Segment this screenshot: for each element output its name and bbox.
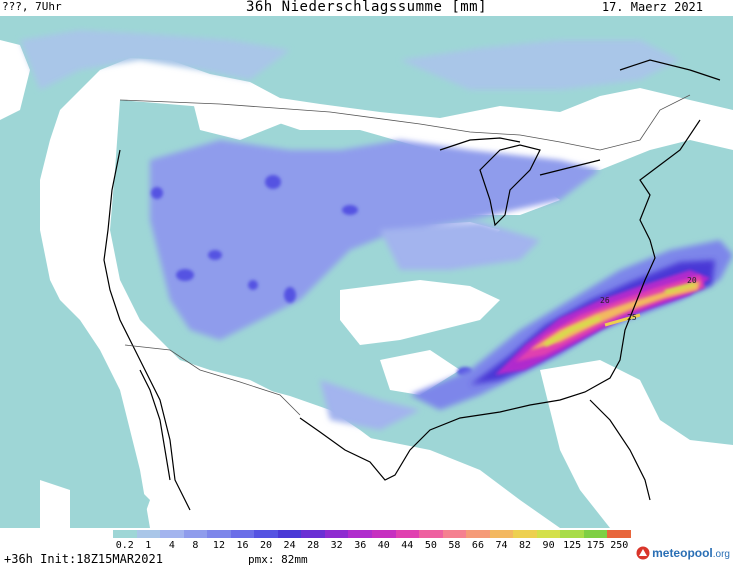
legend-tick-label: 175 [586,540,605,551]
map-value-label: 26 [600,296,610,305]
legend-swatch [136,530,161,538]
logo-ext: .org [712,549,730,560]
legend-swatch [442,530,467,538]
legend-tick-label: 58 [448,540,461,551]
max-precip-value: pmx: 82mm [248,553,308,566]
legend-swatch [560,530,584,538]
legend-swatch [513,530,537,538]
legend-swatch [395,530,420,538]
header-location-time: ???, 7Uhr [2,0,62,13]
legend-tick-label: 125 [563,540,582,551]
legend-tick-label: 40 [377,540,390,551]
legend-swatch [324,530,349,538]
legend-swatch [207,530,231,538]
precip-heavy-band [410,240,733,410]
legend-swatch [419,530,443,538]
legend-swatch [536,530,561,538]
legend-tick-label: 50 [424,540,437,551]
legend-labels: 0.2 1 4 8 12 16 20 24 28 32 36 40 44 50 58 66 74 82 90 125 1… [113,540,631,552]
legend-tick-label: 66 [471,540,484,551]
map-value-labels: 26 20 25 [600,276,697,322]
legend-tick-label: 4 [168,540,175,551]
legend-tick-label: 16 [236,540,249,551]
logo-name: meteopool [652,546,713,560]
legend-swatch [489,530,514,538]
forecast-date: 17. Maerz 2021 [601,0,703,14]
logo-text: meteopool.org [652,546,730,560]
borders [119,94,691,416]
legend-tick-label: 32 [330,540,343,551]
legend-swatch [466,530,490,538]
legend-colorbar [113,530,632,538]
legend-swatch [372,530,396,538]
legend-swatch [160,530,184,538]
legend-tick-label: 0.2 [115,540,134,551]
map-value-label: 25 [627,313,637,322]
legend-swatch [301,530,325,538]
map-value-label: 20 [687,276,697,285]
legend-tick-label: 20 [260,540,273,551]
legend-tick-label: 36 [354,540,367,551]
legend-swatch [230,530,255,538]
legend-swatch [607,530,632,538]
logo-mark-icon [636,546,650,560]
legend-tick-label: 44 [401,540,414,551]
legend-tick-label: 90 [542,540,555,551]
init-time: +36h Init:18Z15MAR2021 [4,552,163,566]
legend-tick-label: 28 [307,540,320,551]
legend-swatch [254,530,278,538]
legend-swatch [113,530,137,538]
legend-swatch [183,530,208,538]
coastlines [103,59,721,511]
legend-tick-label: 24 [283,540,296,551]
legend-tick-label: 82 [519,540,532,551]
precip-medium-layer [20,30,680,430]
map-title: 36h Niederschlagssumme [mm] [245,0,488,15]
legend-tick-label: 12 [212,540,225,551]
legend-swatch [277,530,302,538]
legend-tick-label: 1 [145,540,152,551]
legend-tick-label: 8 [192,540,199,551]
legend-tick-label: 250 [610,540,629,551]
legend-swatch [583,530,608,538]
meteopool-logo[interactable]: meteopool.org [636,546,730,560]
precipitation-map: 26 20 25 [0,16,733,528]
legend-tick-label: 74 [495,540,508,551]
legend-swatch [348,530,373,538]
